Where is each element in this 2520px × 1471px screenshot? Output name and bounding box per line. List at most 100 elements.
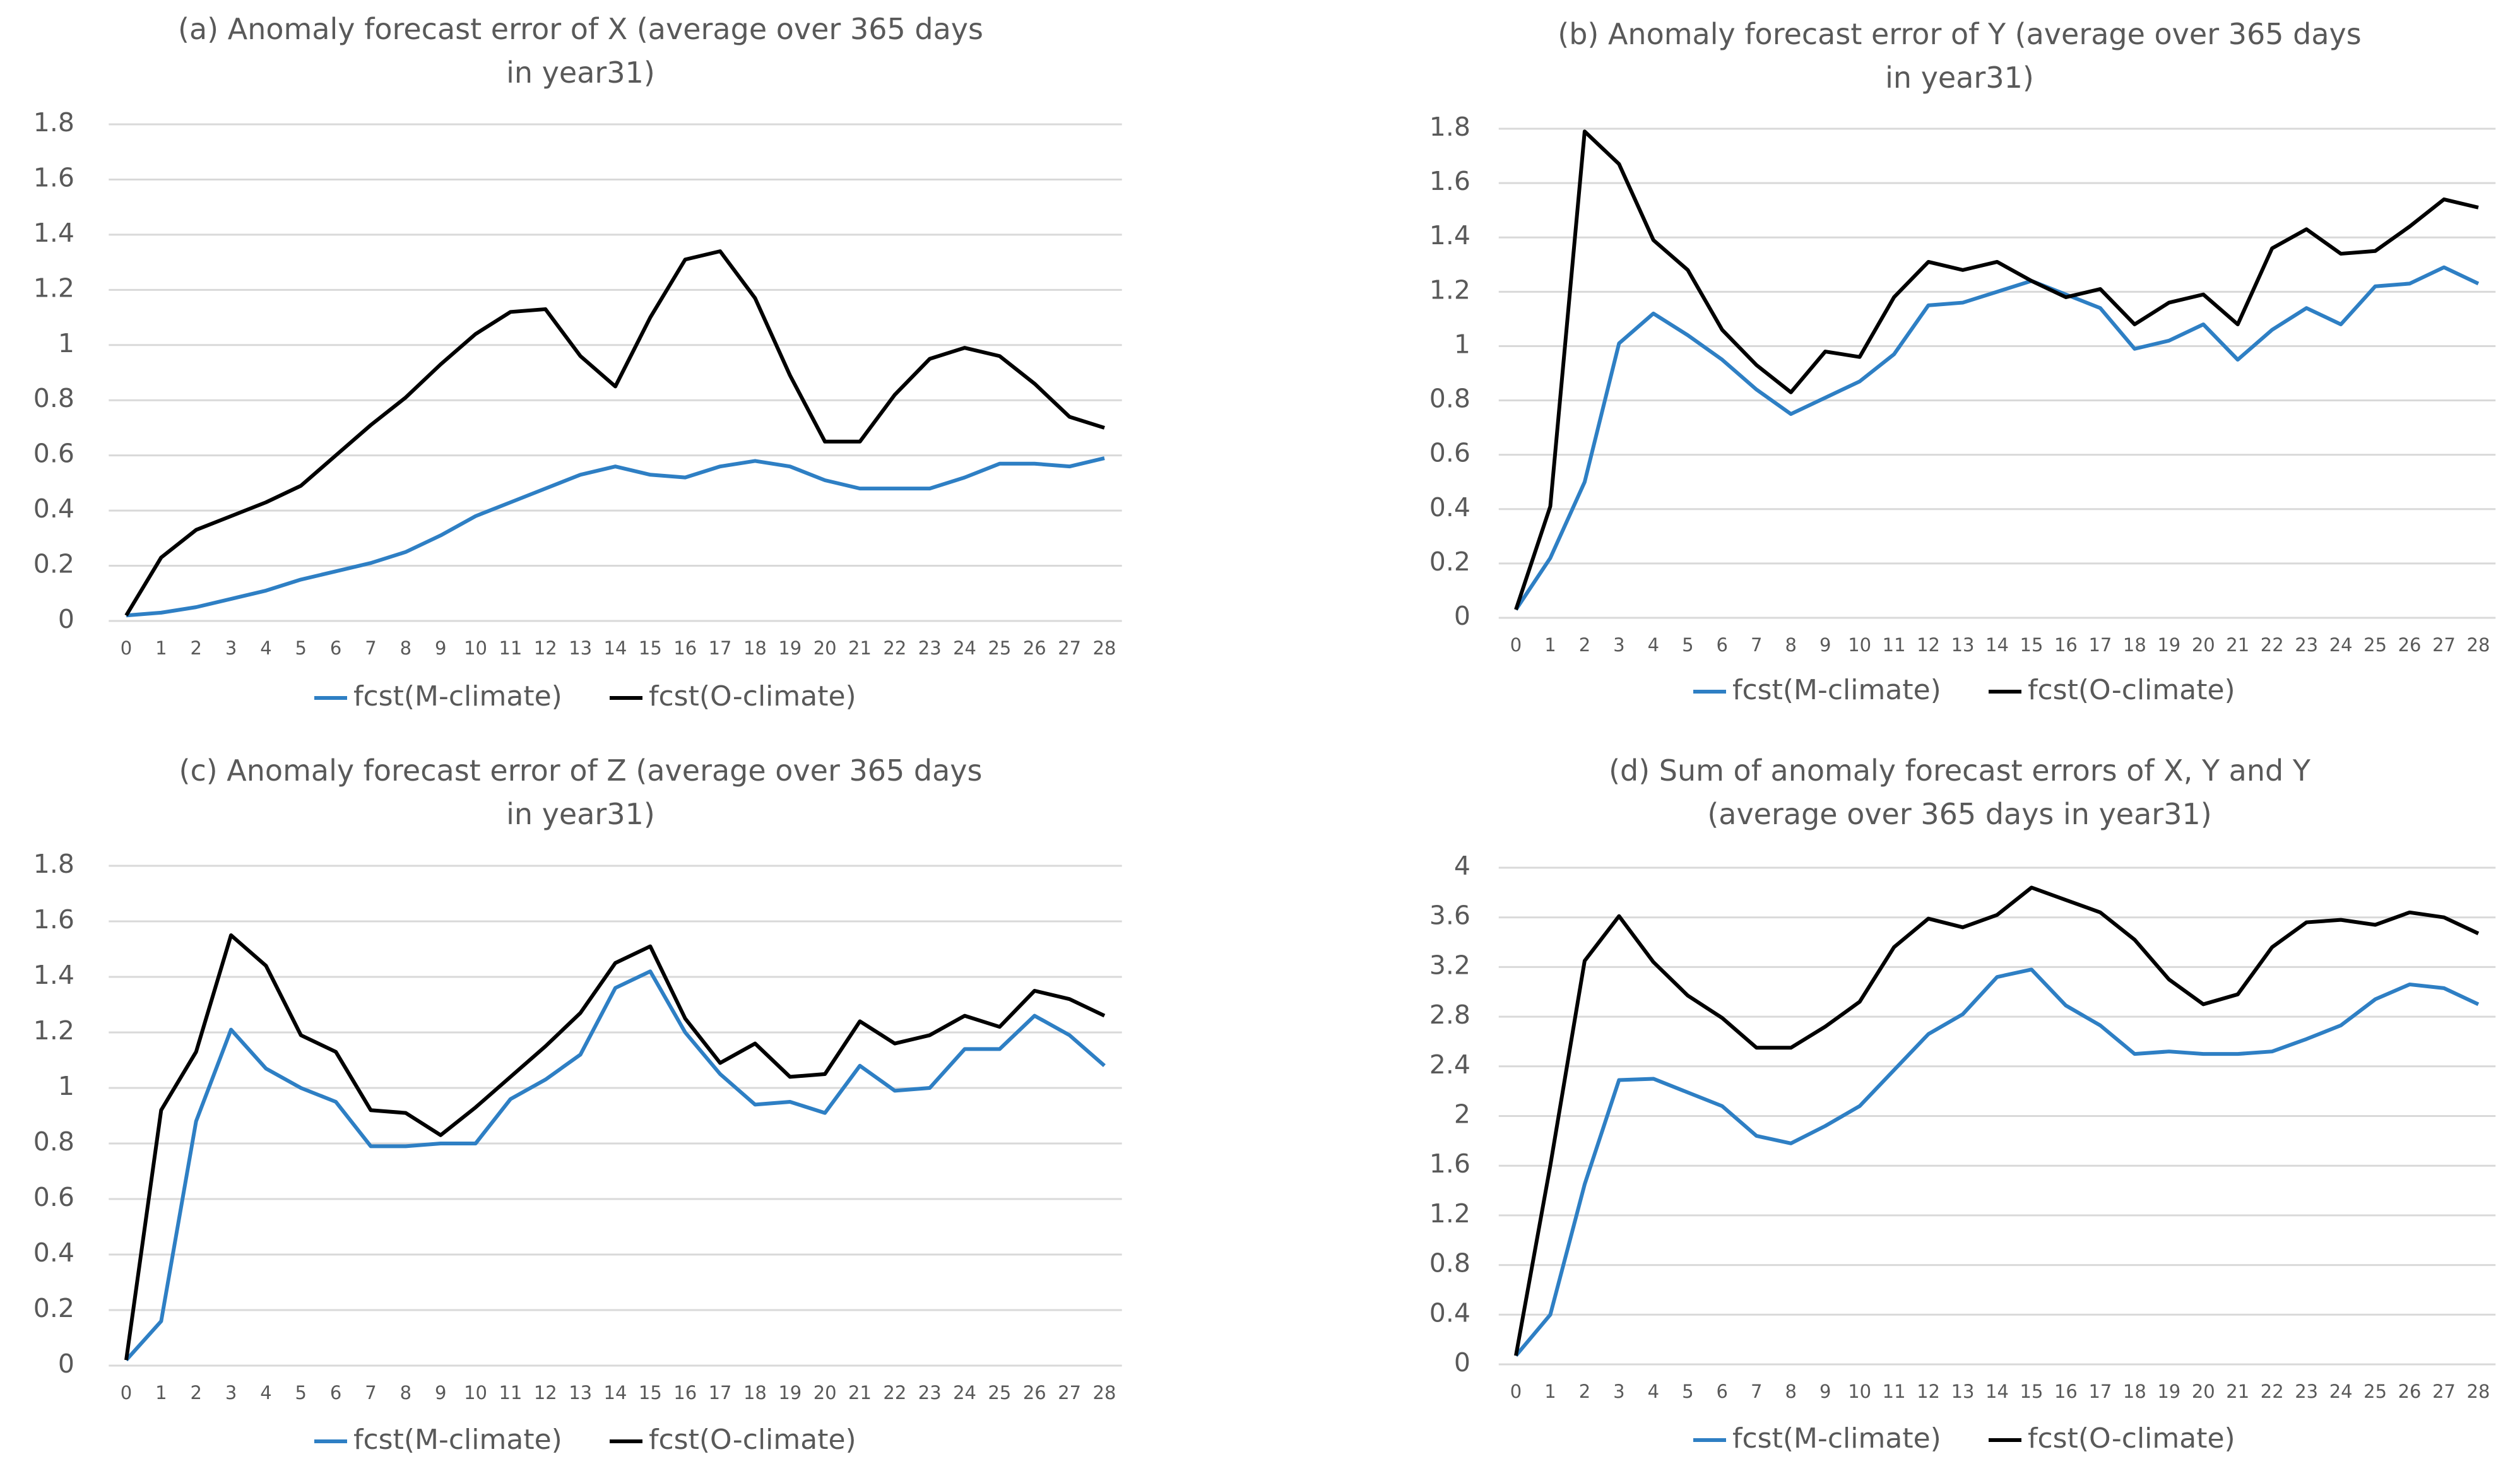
x-tick-label: 6 — [330, 1382, 341, 1403]
y-tick-label: 1.2 — [33, 273, 74, 303]
x-tick-label: 1 — [1544, 634, 1556, 656]
x-tick-label: 25 — [2363, 1381, 2387, 1402]
x-tick-label: 27 — [1058, 637, 1081, 659]
x-tick-label: 20 — [2192, 1381, 2215, 1402]
x-tick-label: 12 — [534, 1382, 557, 1403]
x-tick-label: 9 — [435, 637, 446, 659]
data-line — [126, 456, 1105, 618]
x-tick-label: 27 — [2432, 1381, 2456, 1402]
x-tick-label: 4 — [260, 1382, 271, 1403]
x-tick-label: 14 — [1985, 634, 2009, 656]
x-tick-label: 21 — [2226, 634, 2249, 656]
y-tick-label: 0.8 — [33, 383, 74, 413]
x-tick-label: 10 — [464, 637, 487, 659]
y-tick-label: 3.2 — [1429, 950, 1470, 980]
x-tick-label: 13 — [569, 1382, 592, 1403]
data-line — [1514, 967, 2480, 1357]
legend-label: fcst(M-climate) — [353, 680, 562, 712]
data-line — [1514, 885, 2480, 1356]
x-tick-label: 3 — [1613, 634, 1624, 656]
x-tick-label: 17 — [2088, 634, 2112, 656]
x-tick-label: 25 — [2363, 634, 2387, 656]
x-tick-label: 10 — [1848, 1381, 1871, 1402]
x-tick-label: 15 — [2020, 634, 2044, 656]
y-tick-label: 0.4 — [1429, 492, 1470, 523]
x-tick-label: 8 — [400, 1382, 411, 1403]
x-tick-label: 15 — [2020, 1381, 2044, 1402]
x-tick-label: 7 — [365, 637, 376, 659]
x-tick-label: 23 — [918, 1382, 942, 1403]
x-tick-label: 14 — [604, 1382, 627, 1403]
x-tick-label: 5 — [1682, 1381, 1693, 1402]
y-tick-label: 0.4 — [33, 1238, 74, 1268]
x-tick-label: 23 — [2295, 1381, 2318, 1402]
x-tick-label: 17 — [2088, 1381, 2112, 1402]
x-tick-label: 13 — [1951, 1381, 1975, 1402]
y-tick-label: 0.6 — [1429, 438, 1470, 468]
x-tick-label: 20 — [2192, 634, 2215, 656]
y-tick-label: 1.4 — [33, 960, 74, 990]
y-tick-label: 1.6 — [33, 162, 74, 192]
y-tick-label: 0.4 — [1429, 1297, 1470, 1328]
x-tick-label: 12 — [1917, 1381, 1940, 1402]
x-tick-label: 13 — [1951, 634, 1975, 656]
x-tick-label: 0 — [1510, 1381, 1522, 1402]
x-tick-label: 2 — [190, 1382, 201, 1403]
x-tick-label: 3 — [1613, 1381, 1624, 1402]
data-line — [1514, 129, 2479, 611]
y-tick-label: 1.8 — [33, 849, 74, 879]
y-tick-label: 1.2 — [33, 1015, 74, 1046]
x-tick-label: 6 — [1717, 634, 1728, 656]
x-tick-label: 3 — [225, 637, 237, 659]
y-tick-label: 3.6 — [1429, 901, 1470, 931]
x-tick-label: 16 — [2054, 1381, 2078, 1402]
legend-label: fcst(M-climate) — [1732, 674, 1941, 706]
x-tick-label: 8 — [1785, 1381, 1796, 1402]
y-tick-label: 0.8 — [33, 1126, 74, 1157]
x-tick-label: 14 — [1985, 1381, 2009, 1402]
x-tick-label: 6 — [330, 637, 341, 659]
x-tick-label: 10 — [464, 1382, 487, 1403]
x-tick-label: 26 — [1023, 1382, 1046, 1403]
y-tick-label: 0.4 — [33, 493, 74, 524]
x-tick-label: 19 — [778, 1382, 802, 1403]
y-tick-label: 1 — [1454, 329, 1470, 359]
x-tick-label: 2 — [1579, 1381, 1590, 1402]
x-tick-label: 25 — [988, 1382, 1011, 1403]
x-tick-label: 19 — [2157, 634, 2180, 656]
x-tick-label: 1 — [1544, 1381, 1556, 1402]
data-line — [1514, 265, 2480, 611]
x-tick-label: 2 — [190, 637, 201, 659]
x-tick-label: 7 — [1751, 634, 1762, 656]
y-tick-label: 1.8 — [33, 107, 74, 138]
y-tick-label: 1 — [58, 1071, 74, 1101]
x-tick-label: 16 — [673, 637, 697, 659]
x-tick-label: 0 — [1510, 634, 1522, 656]
data-line — [124, 969, 1106, 1362]
x-tick-label: 11 — [499, 1382, 522, 1403]
y-tick-label: 1.6 — [1429, 1149, 1470, 1179]
x-tick-label: 8 — [400, 637, 411, 659]
chart-title: (b) Anomaly forecast error of Y (average… — [1558, 17, 2362, 95]
y-tick-label: 1.2 — [1429, 275, 1470, 305]
y-tick-label: 0 — [58, 1349, 74, 1379]
x-tick-label: 1 — [155, 637, 167, 659]
x-tick-label: 16 — [673, 1382, 697, 1403]
y-tick-label: 1.4 — [33, 218, 74, 248]
data-line — [124, 933, 1106, 1361]
y-tick-label: 1.8 — [1429, 112, 1470, 142]
x-tick-label: 25 — [988, 637, 1011, 659]
y-tick-label: 0.2 — [33, 549, 74, 579]
x-tick-label: 5 — [295, 1382, 307, 1403]
y-tick-label: 1.6 — [1429, 166, 1470, 196]
legend-label: fcst(O-climate) — [2028, 674, 2235, 706]
x-tick-label: 22 — [883, 637, 906, 659]
chart-title: (d) Sum of anomaly forecast errors of X,… — [1609, 753, 2310, 831]
x-tick-label: 16 — [2054, 634, 2078, 656]
x-tick-label: 17 — [709, 1382, 732, 1403]
x-tick-label: 21 — [2226, 1381, 2249, 1402]
x-tick-label: 26 — [1023, 637, 1046, 659]
x-tick-label: 28 — [2467, 1381, 2490, 1402]
x-tick-label: 15 — [639, 637, 662, 659]
x-tick-label: 8 — [1785, 634, 1796, 656]
